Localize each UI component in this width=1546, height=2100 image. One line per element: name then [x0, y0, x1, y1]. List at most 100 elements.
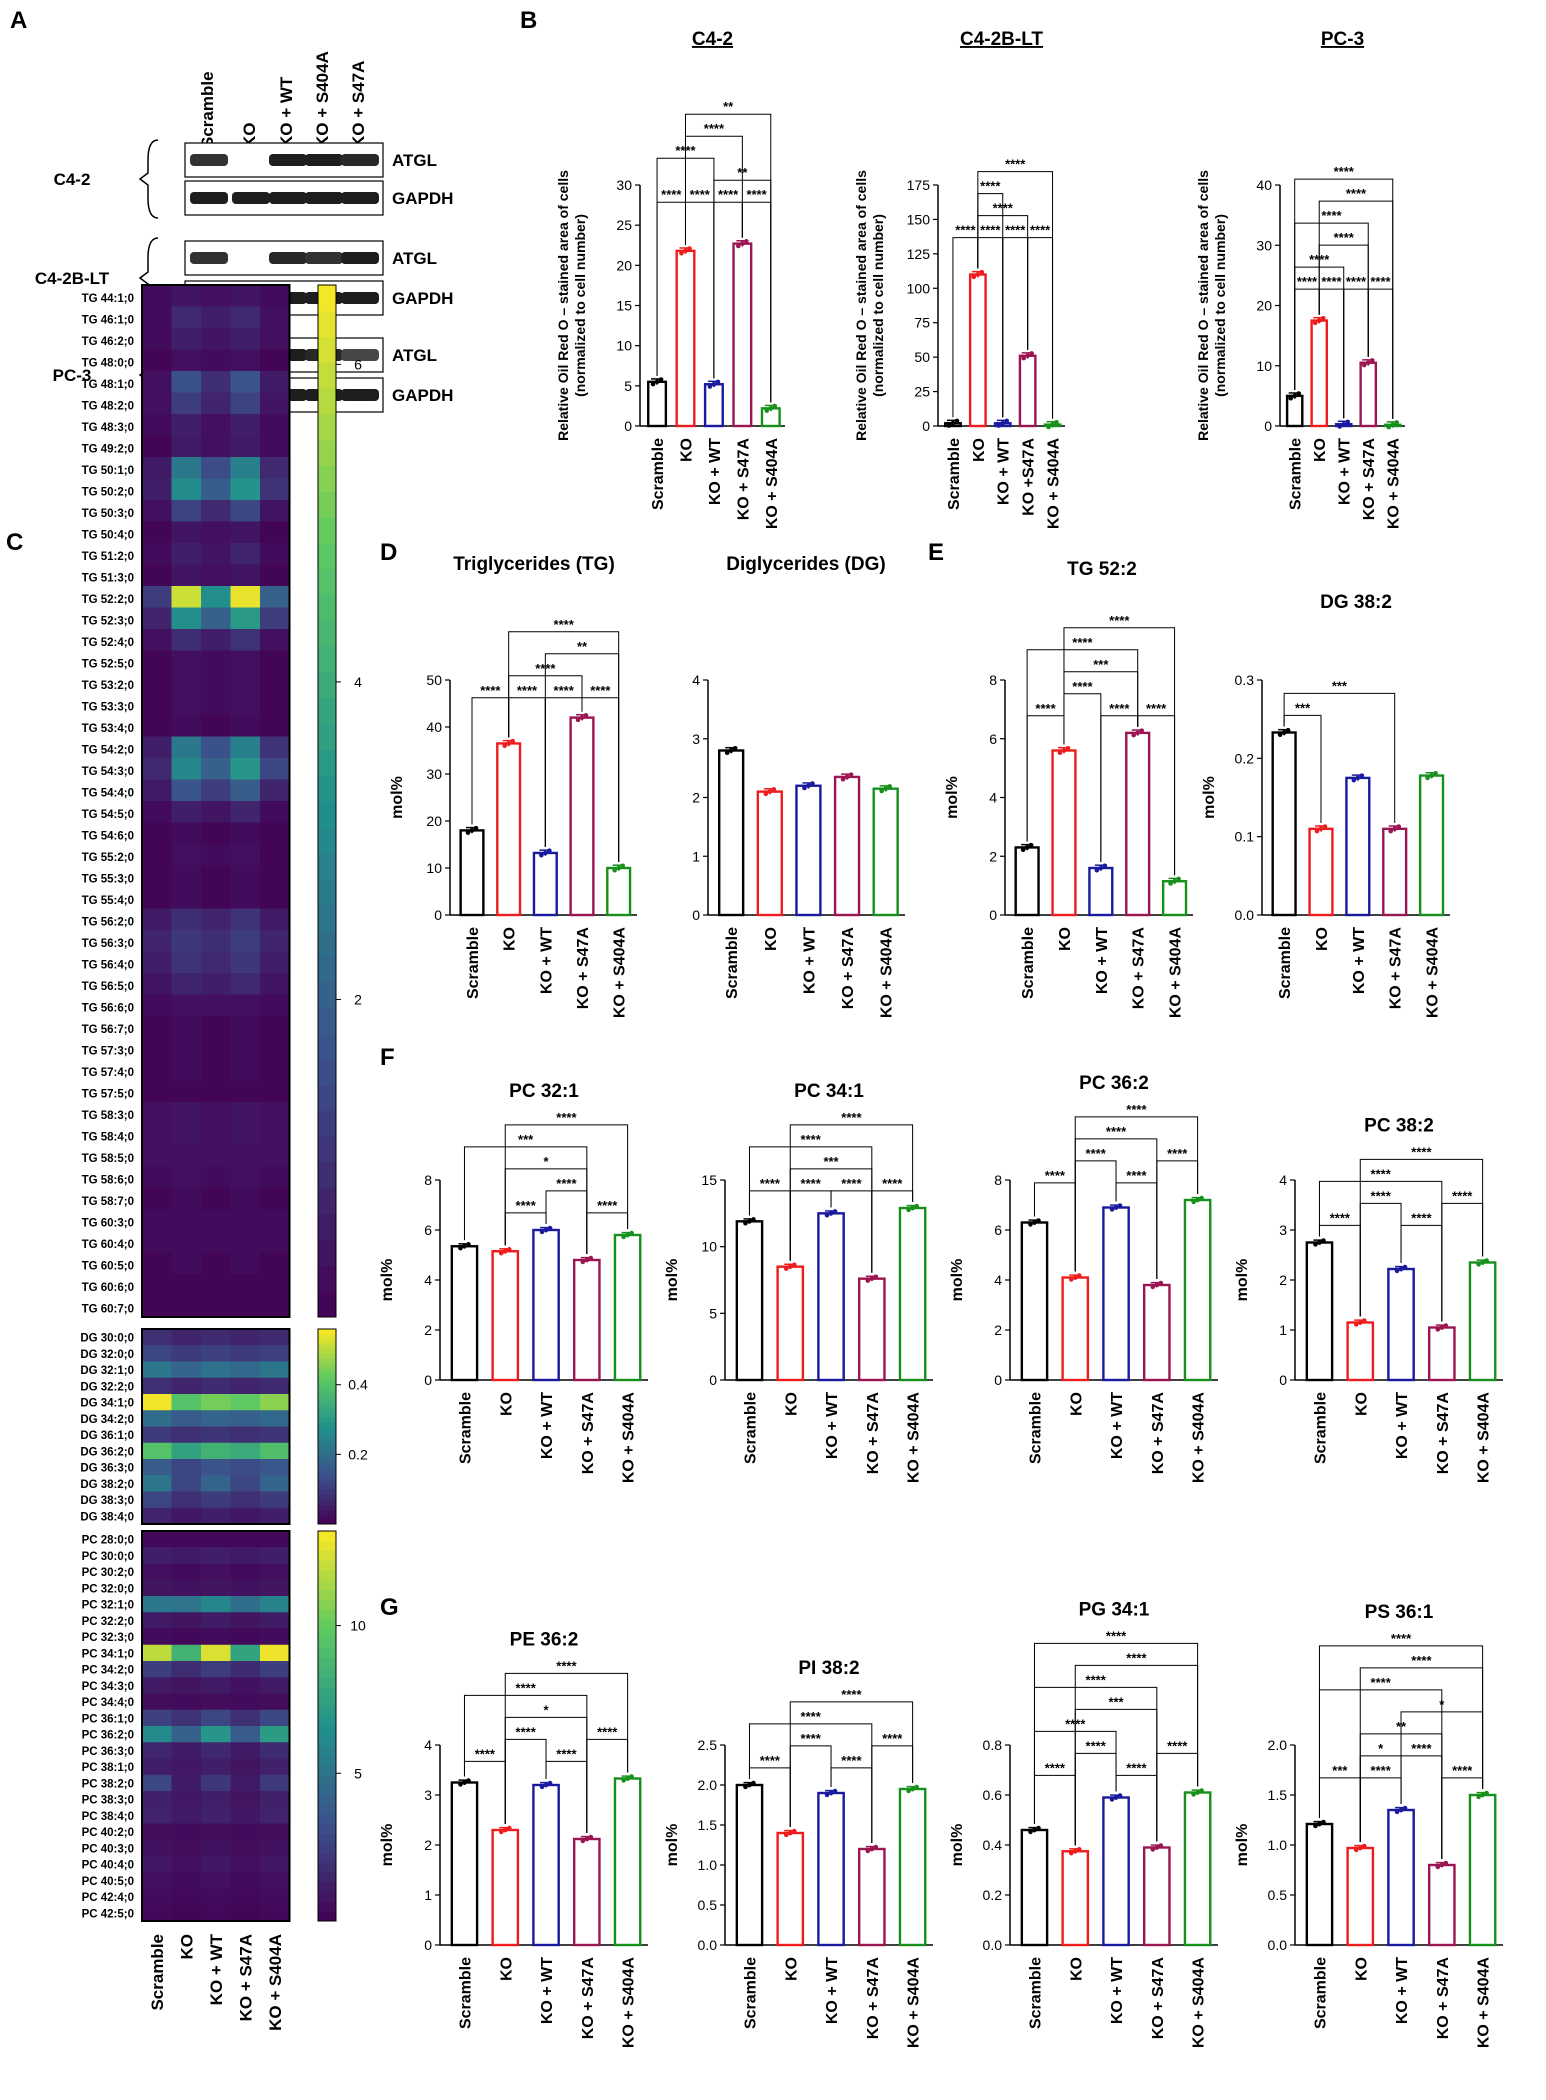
blot-band — [341, 349, 379, 361]
heatmap-cell — [230, 1345, 261, 1362]
heatmap-cell — [201, 435, 231, 458]
chart-F1: 0 2 4 6 8 Scramble KO KO + WT KO + S47A KO + S404… — [379, 1081, 648, 1483]
data-point — [458, 1782, 463, 1787]
significance-bracket — [545, 1190, 588, 1254]
data-point — [1172, 878, 1177, 884]
heatmap-cell — [142, 1709, 172, 1727]
y-axis-label-2: (normalized to cell number) — [870, 214, 886, 397]
heatmap-row-label: PC 42:4;0 — [82, 1892, 134, 1904]
data-point — [1320, 315, 1326, 321]
data-point — [906, 1788, 911, 1794]
data-point — [612, 867, 617, 873]
data-point — [1000, 420, 1006, 426]
heatmap-cell — [201, 1823, 231, 1841]
data-point — [462, 1780, 467, 1785]
heatmap-cell — [171, 586, 202, 608]
heatmap-cell — [171, 1661, 202, 1678]
bar — [1305, 1822, 1334, 1947]
y-axis-label: mol% — [1201, 776, 1218, 819]
heatmap-cell — [171, 693, 202, 716]
heatmap-cell — [260, 1693, 290, 1711]
significance-label: **** — [718, 187, 739, 202]
heatmap-cell — [260, 1231, 290, 1253]
heatmap-cell — [142, 1102, 172, 1124]
heatmap-cell — [171, 564, 202, 587]
data-point — [736, 243, 741, 249]
heatmap-cell — [230, 285, 261, 307]
x-tick-label: KO + S47A — [1150, 1392, 1167, 1475]
significance-label: **** — [955, 223, 976, 238]
significance-bracket — [789, 1124, 914, 1261]
heatmap-cell — [171, 1791, 202, 1808]
heatmap-cell — [142, 844, 172, 866]
heatmap-cell — [260, 607, 290, 630]
heatmap-cell — [260, 1856, 290, 1873]
heatmap-row-label: TG 60:3;0 — [82, 1217, 134, 1229]
colorbar-segment — [318, 1007, 336, 1034]
data-point — [625, 1776, 630, 1781]
heatmap-column-label: KO + S404A — [266, 1934, 285, 2031]
heatmap-cell — [260, 951, 290, 974]
significance-label: *** — [823, 1154, 839, 1169]
colorbar-segment — [318, 1291, 336, 1318]
heatmap-cell — [230, 478, 261, 501]
heatmap-cell — [142, 457, 172, 479]
significance-label: **** — [556, 1110, 577, 1125]
heatmap-cell — [230, 1361, 261, 1379]
heatmap-cell — [201, 1166, 231, 1189]
heatmap-cell — [201, 1059, 231, 1081]
colorbar-segment — [318, 1726, 336, 1737]
significance-bracket — [1074, 1116, 1199, 1272]
colorbar-segment — [318, 1136, 336, 1163]
colorbar-segment — [318, 1348, 336, 1354]
heatmap-cell — [201, 822, 231, 845]
heatmap-cell — [142, 1507, 172, 1525]
data-point — [1313, 1823, 1318, 1829]
data-point — [806, 783, 811, 789]
y-tick-label: 0.3 — [1235, 672, 1255, 688]
heatmap-row-label: PC 34:4;0 — [82, 1697, 134, 1709]
data-point — [1361, 1318, 1367, 1323]
colorbar-segment — [318, 1765, 336, 1776]
colorbar-segment — [318, 1333, 336, 1340]
data-point — [1191, 1199, 1196, 1205]
data-point — [1199, 1788, 1204, 1793]
bar — [756, 790, 783, 917]
heatmap-cell — [230, 371, 261, 393]
significance-bracket — [1027, 237, 1054, 419]
heatmap-cell — [142, 607, 172, 630]
heatmap-cell — [142, 715, 172, 737]
heatmap-cell — [201, 1791, 231, 1808]
heatmap-cell — [171, 1080, 202, 1103]
bar — [1427, 1326, 1456, 1382]
heatmap-cell — [260, 564, 290, 587]
significance-label: **** — [554, 683, 575, 698]
significance-label: **** — [556, 1746, 577, 1761]
data-point — [658, 377, 664, 382]
y-tick-label: 0 — [989, 907, 997, 923]
colorbar-segment — [318, 1265, 336, 1292]
heatmap-cell — [230, 951, 261, 974]
x-tick-label: Scramble — [724, 927, 741, 999]
chart-D2: 0 1 2 3 4 Scramble KO KO + WT KO + S47A KO + S404… — [692, 554, 905, 1018]
heatmap-cell — [201, 1531, 231, 1548]
colorbar-segment — [318, 826, 336, 854]
data-point — [1072, 1275, 1078, 1280]
heatmap-cell — [230, 306, 261, 329]
heatmap-cell — [142, 306, 172, 329]
heatmap-cell — [201, 1361, 231, 1379]
heatmap-row-label: TG 58:6;0 — [82, 1174, 134, 1186]
colorbar-segment — [318, 1911, 336, 1922]
data-point — [711, 381, 717, 387]
bar — [532, 851, 558, 917]
heatmap-cell — [260, 1823, 290, 1841]
data-point — [771, 787, 777, 792]
significance-label: **** — [1371, 1188, 1392, 1203]
y-tick-label: 1.5 — [698, 1817, 718, 1833]
x-tick-label: KO + S404A — [1168, 927, 1185, 1019]
heatmap-cell — [230, 930, 261, 952]
heatmap-cell — [171, 457, 202, 479]
heatmap-cell — [201, 328, 231, 350]
data-point — [1176, 876, 1181, 882]
significance-bracket — [748, 1146, 873, 1273]
